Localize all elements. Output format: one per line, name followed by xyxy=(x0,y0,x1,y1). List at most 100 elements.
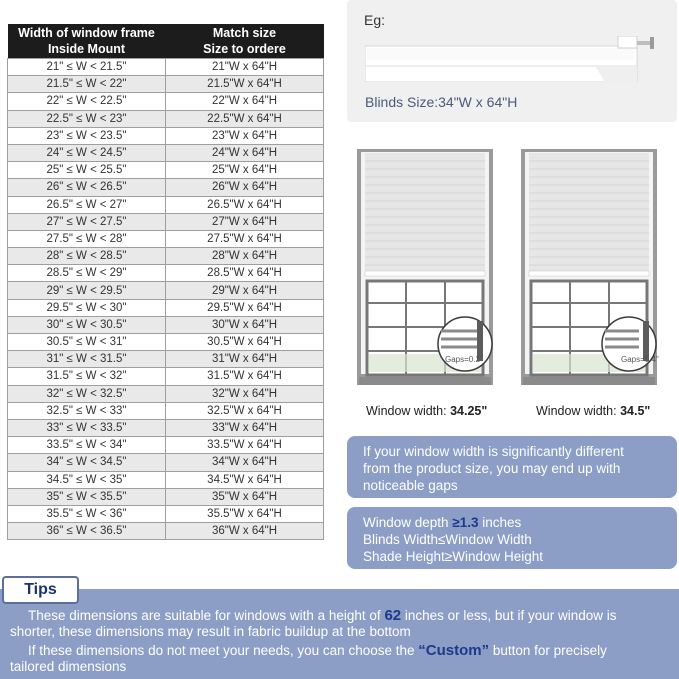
table-row: 26.5" ≤ W < 27" 26.5"W x 64"H xyxy=(7,195,324,214)
width-range-cell: 28.5" ≤ W < 29" xyxy=(7,264,166,283)
max-height-value: 62 xyxy=(384,607,402,624)
match-size-cell: 35.5"W x 64"H xyxy=(165,504,324,524)
tip-line-1-a: These dimensions are suitable for window… xyxy=(28,608,385,623)
size-table: Width of window frame Inside Mount Match… xyxy=(7,24,324,541)
width-range-cell: 24" ≤ W < 24.5" xyxy=(7,143,166,163)
gap-label-2: Gaps=0.4" xyxy=(621,355,659,364)
table-row: 29" ≤ W < 29.5" 29"W x 64"H xyxy=(7,281,324,300)
tip-line-2: shorter, these dimensions may result in … xyxy=(10,624,411,639)
width-rule: Blinds Width≤Window Width xyxy=(363,532,532,547)
table-row: 31.5" ≤ W < 32" 31.5"W x 64"H xyxy=(7,367,324,386)
gap-warning-box: If your window width is significantly di… xyxy=(347,436,677,498)
requirements-box: Window depth ≥1.3 inches Blinds Width≤Wi… xyxy=(347,507,677,569)
table-row: 33.5" ≤ W < 34" 33.5"W x 64"H xyxy=(7,436,324,455)
blinds-size-text: Blinds Size:34"W x 64"H xyxy=(365,94,518,110)
width-range-cell: 32.5" ≤ W < 33" xyxy=(7,401,166,420)
table-row: 27" ≤ W < 27.5" 27"W x 64"H xyxy=(7,212,324,231)
table-row: 28" ≤ W < 28.5" 28"W x 64"H xyxy=(7,247,324,266)
table-row: 33" ≤ W < 33.5" 33"W x 64"H xyxy=(7,418,324,438)
warning-line-3: noticeable gaps xyxy=(363,478,458,493)
width-range-cell: 34.5" ≤ W < 35" xyxy=(7,470,166,489)
window-width-prefix-2: Window width: xyxy=(536,404,621,418)
match-size-cell: 25"W x 64"H xyxy=(165,161,324,180)
table-row: 28.5" ≤ W < 29" 28.5"W x 64"H xyxy=(7,264,324,283)
match-size-cell: 34.5"W x 64"H xyxy=(165,470,324,489)
width-range-cell: 35.5" ≤ W < 36" xyxy=(7,504,166,524)
match-size-cell: 22"W x 64"H xyxy=(165,92,324,111)
tip-line-3-c: button for precisely xyxy=(489,643,607,658)
window-width-caption-1: Window width: 34.25" xyxy=(366,404,487,418)
match-size-cell: 29.5"W x 64"H xyxy=(165,298,324,317)
width-range-cell: 29" ≤ W < 29.5" xyxy=(7,281,166,300)
depth-prefix: Window depth xyxy=(363,515,453,530)
header-match-size: Match size Size to ordere xyxy=(165,24,324,59)
example-card: Eg: Blinds Size:34"W x 64"H xyxy=(347,0,677,122)
table-row: 35.5" ≤ W < 36" 35.5"W x 64"H xyxy=(7,504,324,524)
match-size-cell: 21"W x 64"H xyxy=(165,57,324,77)
tip-line-1-c: inches or less, but if your window is xyxy=(401,608,617,623)
match-size-cell: 33.5"W x 64"H xyxy=(165,436,324,455)
match-size-cell: 26"W x 64"H xyxy=(165,178,324,197)
table-row: 34.5" ≤ W < 35" 34.5"W x 64"H xyxy=(7,470,324,489)
tips-panel xyxy=(0,589,679,679)
table-row: 25" ≤ W < 25.5" 25"W x 64"H xyxy=(7,161,324,180)
header-window-frame-line1: Width of window frame xyxy=(18,26,155,40)
table-row: 29.5" ≤ W < 30" 29.5"W x 64"H xyxy=(7,298,324,317)
width-range-cell: 27.5" ≤ W < 28" xyxy=(7,229,166,249)
size-table-body: 21" ≤ W < 21.5" 21"W x 64"H 21.5" ≤ W < 22… xyxy=(7,57,324,541)
table-row: 30" ≤ W < 30.5" 30"W x 64"H xyxy=(7,315,324,335)
width-range-cell: 21" ≤ W < 21.5" xyxy=(7,57,166,77)
width-range-cell: 33" ≤ W < 33.5" xyxy=(7,418,166,438)
header-match-size-line1: Match size xyxy=(212,26,277,40)
window-width-value-2: 34.5" xyxy=(620,404,651,418)
width-range-cell: 26" ≤ W < 26.5" xyxy=(7,178,166,197)
match-size-cell: 33"W x 64"H xyxy=(165,418,324,438)
cellular-shade-1 xyxy=(364,153,486,277)
table-row: 30.5" ≤ W < 31" 30.5"W x 64"H xyxy=(7,332,324,352)
match-size-cell: 36"W x 64"H xyxy=(165,522,324,541)
width-range-cell: 34" ≤ W < 34.5" xyxy=(7,453,166,472)
height-rule: Shade Height≥Window Height xyxy=(363,549,544,564)
table-row: 36" ≤ W < 36.5" 36"W x 64"H xyxy=(7,522,324,541)
table-row: 23" ≤ W < 23.5" 23"W x 64"H xyxy=(7,126,324,145)
width-range-cell: 35" ≤ W < 35.5" xyxy=(7,487,166,506)
width-range-cell: 31" ≤ W < 31.5" xyxy=(7,350,166,369)
table-row: 21.5" ≤ W < 22" 21.5"W x 64"H xyxy=(7,75,324,94)
table-row: 26" ≤ W < 26.5" 26"W x 64"H xyxy=(7,178,324,197)
match-size-cell: 23"W x 64"H xyxy=(165,126,324,145)
table-row: 35" ≤ W < 35.5" 35"W x 64"H xyxy=(7,487,324,506)
match-size-cell: 27"W x 64"H xyxy=(165,212,324,231)
table-header-row: Width of window frame Inside Mount Match… xyxy=(7,24,324,59)
width-range-cell: 23" ≤ W < 23.5" xyxy=(7,126,166,145)
table-row: 27.5" ≤ W < 28" 27.5"W x 64"H xyxy=(7,229,324,249)
match-size-cell: 24"W x 64"H xyxy=(165,143,324,163)
width-range-cell: 22.5" ≤ W < 23" xyxy=(7,109,166,128)
headrail-illustration xyxy=(365,36,654,82)
window-width-caption-2: Window width: 34.5" xyxy=(536,404,650,418)
match-size-cell: 21.5"W x 64"H xyxy=(165,75,324,94)
width-range-cell: 26.5" ≤ W < 27" xyxy=(7,195,166,214)
table-row: 24" ≤ W < 24.5" 24"W x 64"H xyxy=(7,143,324,163)
tip-line-1: These dimensions are suitable for window… xyxy=(28,608,616,624)
window-width-prefix-1: Window width: xyxy=(366,404,451,418)
gap-label-1: Gaps=0.2" xyxy=(445,355,483,364)
match-size-cell: 30.5"W x 64"H xyxy=(165,332,324,352)
width-range-cell: 30" ≤ W < 30.5" xyxy=(7,315,166,335)
window-illustration-2 xyxy=(521,149,657,385)
table-row: 34" ≤ W < 34.5" 34"W x 64"H xyxy=(7,453,324,472)
custom-highlight: “Custom” xyxy=(418,642,490,659)
width-range-cell: 29.5" ≤ W < 30" xyxy=(7,298,166,317)
width-range-cell: 33.5" ≤ W < 34" xyxy=(7,436,166,455)
match-size-cell: 31.5"W x 64"H xyxy=(165,367,324,386)
width-range-cell: 25" ≤ W < 25.5" xyxy=(7,161,166,180)
warning-line-1: If your window width is significantly di… xyxy=(363,444,624,459)
width-range-cell: 36" ≤ W < 36.5" xyxy=(7,522,166,541)
header-window-frame-line2: Inside Mount xyxy=(47,42,126,56)
table-row: 32" ≤ W < 32.5" 32"W x 64"H xyxy=(7,384,324,403)
cellular-shade-2 xyxy=(528,153,650,277)
header-window-frame: Width of window frame Inside Mount xyxy=(7,24,166,59)
width-range-cell: 31.5" ≤ W < 32" xyxy=(7,367,166,386)
width-range-cell: 32" ≤ W < 32.5" xyxy=(7,384,166,403)
width-range-cell: 21.5" ≤ W < 22" xyxy=(7,75,166,94)
match-size-cell: 32"W x 64"H xyxy=(165,384,324,403)
